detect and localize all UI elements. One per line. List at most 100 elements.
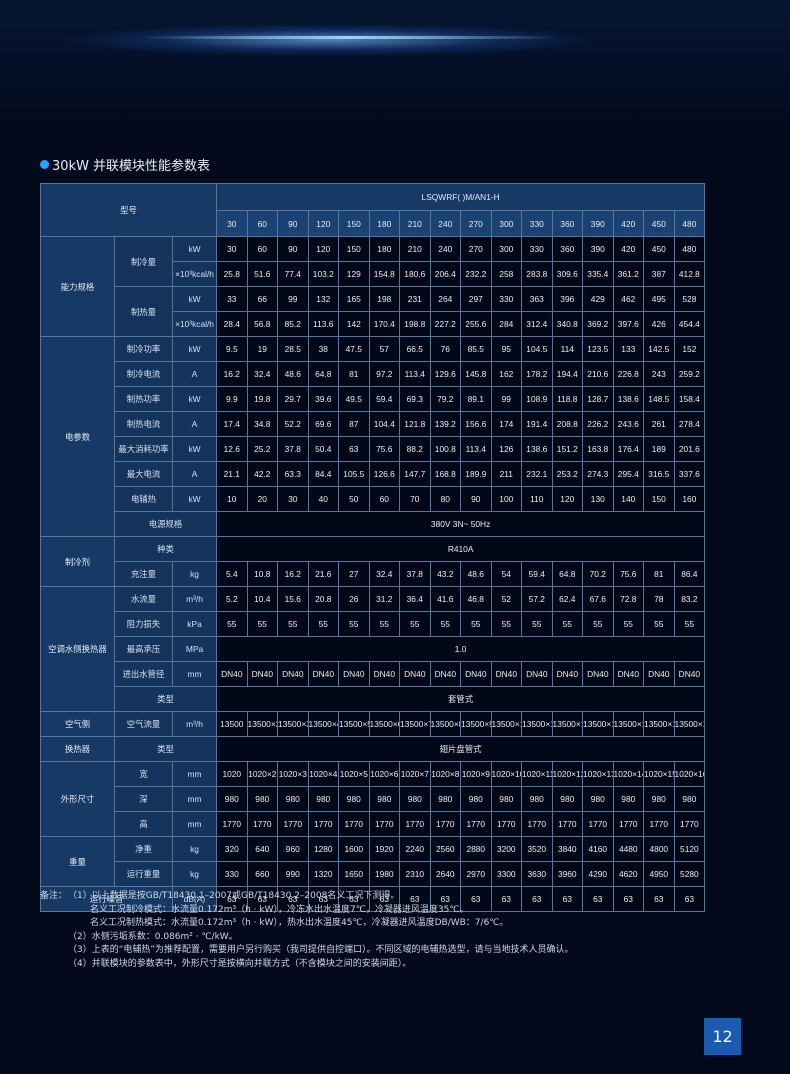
value-cell: 189 <box>643 436 675 462</box>
value-cell: 330 <box>216 861 248 887</box>
value-cell: 27 <box>338 561 370 587</box>
value-cell: 1770 <box>521 811 553 837</box>
unit-cell: mm <box>171 811 218 837</box>
value-cell: 154.8 <box>368 261 401 287</box>
value-cell: 63 <box>307 886 340 912</box>
value-cell: 231 <box>399 286 431 312</box>
value-cell: 48.6 <box>460 561 492 587</box>
param-label: 进出水管径 <box>114 661 173 687</box>
value-cell: 78 <box>643 586 675 612</box>
capacity-header: 210 <box>399 210 431 237</box>
value-cell: 1020×5 <box>338 761 370 787</box>
value-cell: 189.9 <box>460 461 492 487</box>
value-cell: 1650 <box>338 861 370 887</box>
value-cell: 31.2 <box>368 586 401 612</box>
value-cell: 28.5 <box>277 336 309 362</box>
param-label: 宽 <box>114 761 173 787</box>
value-cell: 41.6 <box>429 586 462 612</box>
bullet-icon <box>40 160 49 169</box>
value-cell: 142.5 <box>643 336 675 362</box>
value-cell: 123.5 <box>582 336 614 362</box>
value-cell: 70 <box>399 486 431 512</box>
value-cell: 660 <box>246 861 279 887</box>
value-cell: 295.4 <box>612 461 645 487</box>
value-cell: 39.6 <box>307 386 340 412</box>
value-cell: 29.7 <box>277 386 309 412</box>
value-cell: 25.2 <box>246 436 279 462</box>
value-cell: 99 <box>277 286 309 312</box>
value-cell: 140 <box>612 486 645 512</box>
value-cell: 85.2 <box>277 311 309 337</box>
value-cell: 13500×2 <box>246 711 279 737</box>
value-cell: 63 <box>246 886 279 912</box>
unit-cell: A <box>171 461 218 487</box>
value-cell: 3520 <box>521 836 553 862</box>
value-cell: 132 <box>307 286 340 312</box>
value-cell: 226.2 <box>582 411 614 437</box>
value-cell: 88.2 <box>399 436 431 462</box>
value-cell: 69.6 <box>307 411 340 437</box>
value-cell: 270 <box>460 236 492 262</box>
value-cell: 120 <box>307 236 340 262</box>
value-cell: DN40 <box>460 661 492 687</box>
value-cell: 97.2 <box>368 361 401 387</box>
note-2: （2）水侧污垢系数：0.086m² · ℃/kW。 <box>68 931 238 942</box>
value-cell: 16.2 <box>216 361 248 387</box>
value-cell: 412.8 <box>673 261 706 287</box>
value-cell: 980 <box>490 786 523 812</box>
value-cell: 128.7 <box>582 386 614 412</box>
value-cell: 100 <box>490 486 523 512</box>
capacity-header: 420 <box>612 210 645 237</box>
note-4: （4）并联模块的参数表中，外形尺寸是按横向并联方式（不含模块之间的安装间距）。 <box>68 958 412 969</box>
value-cell: 120 <box>551 486 584 512</box>
value-cell: 100.8 <box>429 436 462 462</box>
value-cell: 420 <box>612 236 645 262</box>
value-cell: 152 <box>673 336 706 362</box>
value-cell: 274.3 <box>582 461 614 487</box>
value-cell: 67.6 <box>582 586 614 612</box>
value-cell: 387 <box>643 261 675 287</box>
value-cell: 15.6 <box>277 586 309 612</box>
value-cell: 1770 <box>307 811 340 837</box>
power-supply-label: 电源规格 <box>113 511 218 537</box>
value-cell: 2560 <box>429 836 462 862</box>
value-cell: 113.4 <box>460 436 492 462</box>
unit-cell: A <box>171 411 218 437</box>
value-cell: 55 <box>490 611 523 637</box>
value-cell: 180 <box>368 236 401 262</box>
note-1a: 名义工况制冷模式：水流量0.172m³（h · kW），冷冻水出水温度7℃，冷凝… <box>90 904 469 915</box>
value-cell: 2310 <box>399 861 431 887</box>
value-cell: 309.6 <box>551 261 584 287</box>
value-cell: 129.6 <box>429 361 462 387</box>
value-cell: 55 <box>368 611 401 637</box>
value-cell: 63 <box>338 436 370 462</box>
value-cell: 980 <box>399 786 431 812</box>
spec-table: 型号 LSQWRF( )M/AN1-H 30 60 90 120 150 180 210 240 2… <box>39 183 706 912</box>
value-cell: 1320 <box>307 861 340 887</box>
value-cell: 13500×15 <box>643 711 675 737</box>
value-cell: 86.4 <box>673 561 706 587</box>
value-cell: 62.4 <box>551 586 584 612</box>
value-cell: 59.4 <box>521 561 553 587</box>
value-cell: 495 <box>643 286 675 312</box>
value-cell: 151.2 <box>551 436 584 462</box>
capacity-header: 60 <box>246 210 279 237</box>
value-cell: 198.8 <box>399 311 431 337</box>
value-cell: 55 <box>399 611 431 637</box>
value-cell: 1770 <box>551 811 584 837</box>
param-label: 运行重量 <box>114 861 173 887</box>
value-cell: 158.4 <box>673 386 706 412</box>
value-cell: 99 <box>490 386 523 412</box>
value-cell: 21.6 <box>307 561 340 587</box>
value-cell: 3630 <box>521 861 553 887</box>
capacity-header: 120 <box>307 210 340 237</box>
value-cell: 1020×12 <box>551 761 584 787</box>
unit-cell: kW <box>171 386 218 412</box>
value-cell: 55 <box>551 611 584 637</box>
value-cell: 960 <box>277 836 309 862</box>
value-cell: 10.8 <box>246 561 279 587</box>
value-cell: 38 <box>307 336 340 362</box>
value-cell: 1280 <box>307 836 340 862</box>
group-water-hx: 空调水侧换热器 <box>40 586 115 712</box>
value-cell: DN40 <box>612 661 645 687</box>
